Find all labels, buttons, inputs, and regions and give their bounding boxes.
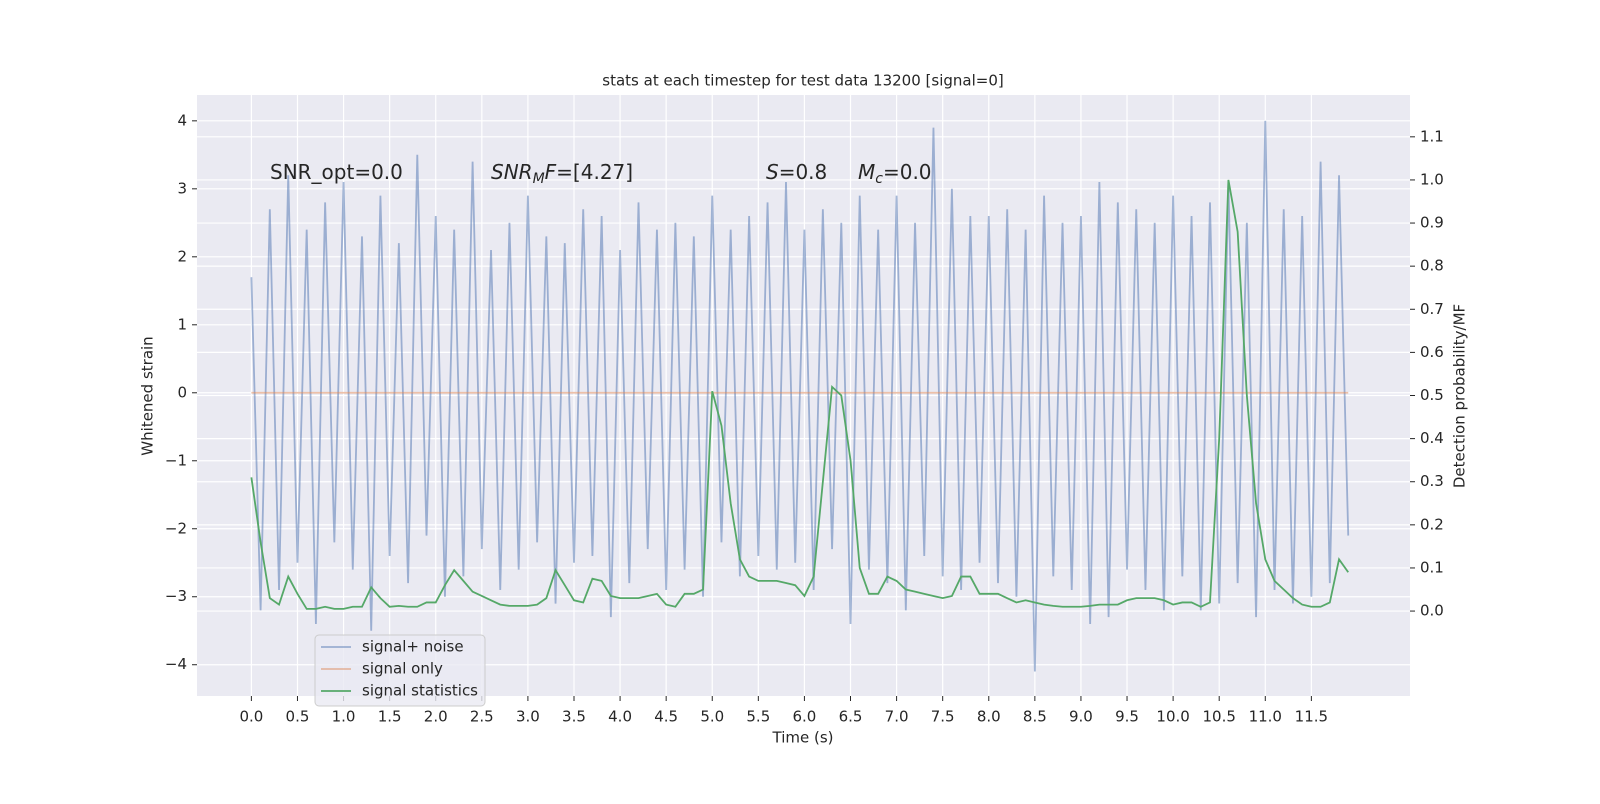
annotation-part: =0.8 <box>779 160 828 184</box>
x-tick-label: 5.5 <box>746 708 770 726</box>
x-axis-label: Time (s) <box>772 729 834 747</box>
x-tick-label: 4.5 <box>654 708 678 726</box>
x-tick-label: 8.5 <box>1023 708 1047 726</box>
y-tick-label: −2 <box>165 519 187 537</box>
annotation-part: F <box>545 160 557 184</box>
annotation: S=0.8 <box>766 160 827 184</box>
annotation-part: S <box>766 160 779 184</box>
y2-tick-label: 0.1 <box>1420 558 1444 576</box>
x-tick-label: 5.0 <box>700 708 724 726</box>
y2-tick-label: 0.6 <box>1420 343 1444 361</box>
x-tick-label: 3.0 <box>516 708 540 726</box>
y-axis-label: Whitened strain <box>139 336 157 455</box>
annotation-part: SNR_opt=0.0 <box>270 160 403 184</box>
y-tick-label: 4 <box>177 111 187 129</box>
annotation: Mc=0.0 <box>858 160 932 188</box>
x-tick-label: 2.5 <box>470 708 494 726</box>
x-tick-label: 1.0 <box>332 708 356 726</box>
y2-axis-label: Detection probability/MF <box>1451 304 1469 488</box>
x-tick-label: 11.0 <box>1249 708 1282 726</box>
x-tick-label: 7.5 <box>931 708 955 726</box>
x-tick-label: 11.5 <box>1295 708 1328 726</box>
data-line <box>250 120 1350 672</box>
legend-box <box>314 634 486 707</box>
data-line <box>250 179 1349 610</box>
annotation: SNRMF=[4.27] <box>491 160 633 188</box>
x-tick-label: 6.5 <box>839 708 863 726</box>
x-tick-label: 0.0 <box>239 708 263 726</box>
y2-tick-label: 0.2 <box>1420 515 1444 533</box>
x-tick-label: 2.0 <box>424 708 448 726</box>
x-tick-label: 8.0 <box>977 708 1001 726</box>
y-tick-label: −3 <box>165 587 187 605</box>
annotation-part: =0.0 <box>883 160 932 184</box>
x-tick-label: 9.0 <box>1069 708 1093 726</box>
legend-label: signal statistics <box>362 682 478 700</box>
x-tick-label: 3.5 <box>562 708 586 726</box>
x-tick-label: 10.5 <box>1202 708 1235 726</box>
y2-tick-label: 0.9 <box>1420 214 1444 232</box>
y-tick-label: 3 <box>177 179 187 197</box>
annotation-part: =[4.27] <box>556 160 633 184</box>
y2-tick-label: 0.0 <box>1420 602 1444 620</box>
annotation-part: M <box>858 160 875 184</box>
y-tick-label: 2 <box>177 247 187 265</box>
legend-label: signal only <box>362 660 443 678</box>
annotation-part: M <box>533 171 545 187</box>
x-tick-label: 4.0 <box>608 708 632 726</box>
annotation-part: c <box>875 171 883 187</box>
x-tick-label: 10.0 <box>1156 708 1189 726</box>
y-tick-label: −1 <box>165 451 187 469</box>
x-tick-label: 6.0 <box>792 708 816 726</box>
legend-label: signal+ noise <box>362 638 464 656</box>
chart-title: stats at each timestep for test data 132… <box>602 72 1003 90</box>
y2-tick-label: 0.5 <box>1420 386 1444 404</box>
y2-tick-label: 1.0 <box>1420 170 1444 188</box>
x-tick-label: 7.0 <box>885 708 909 726</box>
x-tick-label: 1.5 <box>378 708 402 726</box>
y2-tick-label: 0.3 <box>1420 472 1444 490</box>
y2-tick-label: 1.1 <box>1420 127 1444 145</box>
y-tick-label: 1 <box>177 315 187 333</box>
y-tick-label: −4 <box>165 655 187 673</box>
y2-tick-label: 0.4 <box>1420 429 1444 447</box>
annotation-part: SNR <box>491 160 533 184</box>
annotation: SNR_opt=0.0 <box>270 160 403 184</box>
x-tick-label: 0.5 <box>286 708 310 726</box>
x-tick-label: 9.5 <box>1115 708 1139 726</box>
y2-tick-label: 0.8 <box>1420 257 1444 275</box>
y2-tick-label: 0.7 <box>1420 300 1444 318</box>
y-tick-label: 0 <box>177 383 187 401</box>
